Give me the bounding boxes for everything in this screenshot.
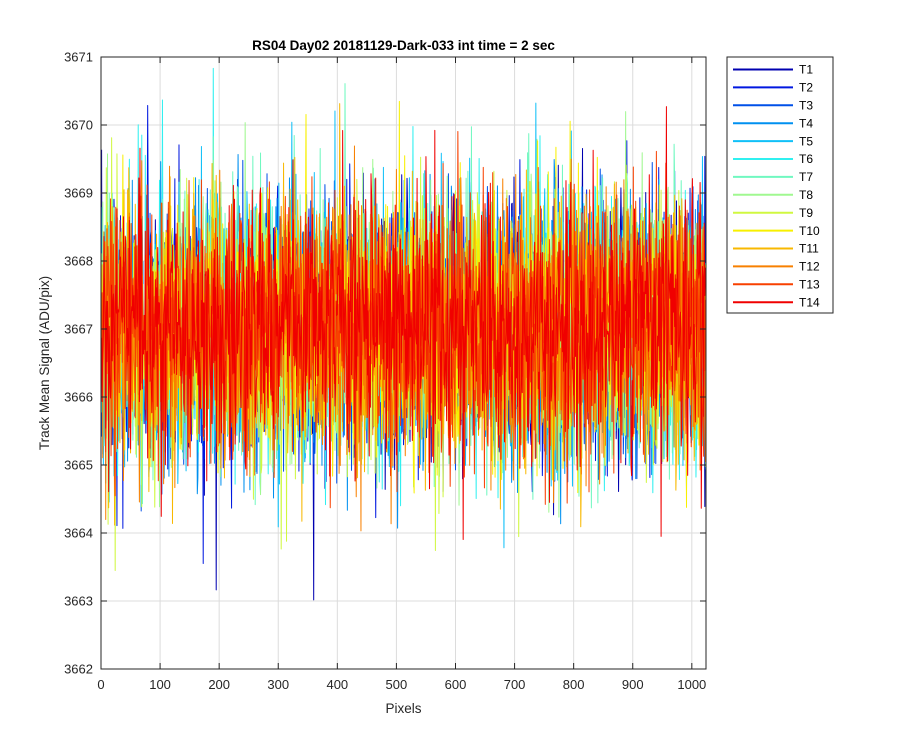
plot-frame: [100, 56, 707, 670]
legend-label-t4: T4: [799, 116, 813, 130]
legend-label-t8: T8: [799, 188, 813, 202]
x-tick-label: 1000: [677, 677, 706, 692]
legend-label-t7: T7: [799, 170, 813, 184]
legend-label-t11: T11: [799, 242, 819, 256]
y-tick-label: 3668: [64, 254, 93, 269]
y-tick-label: 3665: [64, 458, 93, 473]
series-lines: [101, 67, 706, 601]
x-tick-label: 600: [445, 677, 467, 692]
y-tick-label: 3664: [64, 526, 93, 541]
x-axis-label: Pixels: [385, 701, 421, 716]
legend-label-t12: T12: [799, 260, 820, 274]
y-tick-label: 3671: [64, 50, 93, 65]
y-tick-label: 3663: [64, 594, 93, 609]
y-tick-label: 3662: [64, 662, 93, 677]
legend-label-t6: T6: [799, 152, 813, 166]
legend-label-t9: T9: [799, 206, 813, 220]
x-tick-label: 800: [563, 677, 585, 692]
legend-label-t3: T3: [799, 99, 813, 113]
legend-label-t10: T10: [799, 224, 820, 238]
x-tick-label: 200: [208, 677, 230, 692]
chart-title: RS04 Day02 20181129-Dark-033 int time = …: [252, 38, 555, 53]
legend-label-t14: T14: [799, 295, 820, 309]
series-line-t14: [101, 106, 706, 541]
y-tick-label: 3666: [64, 390, 93, 405]
x-tick-label: 900: [622, 677, 644, 692]
legend: T1 T2 T3 T4 T5 T6 T7 T8 T9 T10 T11 T12 T13 T14: [726, 56, 834, 314]
x-tick-label: 500: [386, 677, 408, 692]
y-tick-label: 3669: [64, 186, 93, 201]
y-axis-label: Track Mean Signal (ADU/pix): [37, 276, 52, 450]
legend-label-t13: T13: [799, 278, 820, 292]
axis-ticks: 0 100 200 300 400 500 600 700 800 900 1000 3662 3663…: [64, 50, 706, 693]
x-tick-label: 700: [504, 677, 526, 692]
x-tick-label: 300: [267, 677, 289, 692]
legend-label-t5: T5: [799, 134, 813, 148]
x-tick-label: 400: [326, 677, 348, 692]
legend-box: [726, 56, 834, 314]
y-tick-label: 3670: [64, 118, 93, 133]
legend-label-t2: T2: [799, 81, 813, 95]
y-tick-label: 3667: [64, 322, 93, 337]
legend-label-t1: T1: [799, 63, 813, 77]
x-tick-label: 100: [149, 677, 171, 692]
x-tick-label: 0: [97, 677, 104, 692]
